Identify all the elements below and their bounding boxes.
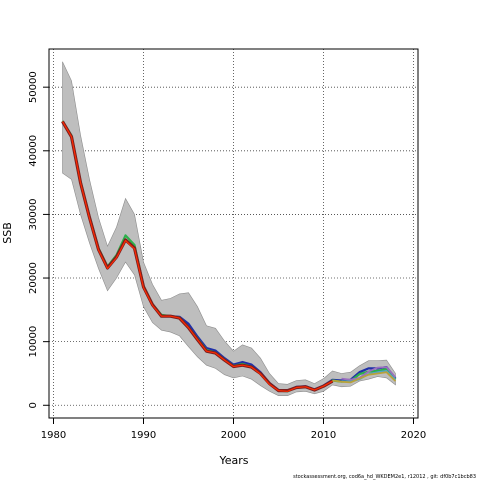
confidence-band-group (62, 61, 396, 396)
x-tick-label: 1980 (41, 430, 66, 441)
y-tick-label: 40000 (28, 135, 39, 167)
y-tick-label: 10000 (28, 326, 39, 358)
y-axis: 0 10000 20000 30000 40000 50000 (28, 71, 50, 408)
y-tick-label: 50000 (28, 71, 39, 103)
x-tick-label: 2010 (311, 430, 336, 441)
y-tick-label: 30000 (28, 199, 39, 231)
series-line-3 (341, 366, 397, 381)
footer-credit: stockassessment.org, cod6a_hd_WKDEM2e1, … (293, 474, 476, 480)
series-lines-group (61, 120, 397, 393)
y-tick-label: 20000 (28, 262, 39, 294)
confidence-band (62, 61, 396, 396)
series-line-5 (332, 371, 397, 384)
x-axis: 1980 1990 2000 2010 2020 (41, 417, 426, 441)
x-tick-label: 2000 (221, 430, 246, 441)
y-tick-label: 0 (28, 402, 39, 408)
series-line-7 (61, 121, 333, 392)
x-axis-label: Years (218, 454, 248, 467)
x-tick-label: 1990 (131, 430, 156, 441)
y-axis-label: SSB (1, 222, 14, 244)
x-tick-label: 2020 (401, 430, 426, 441)
